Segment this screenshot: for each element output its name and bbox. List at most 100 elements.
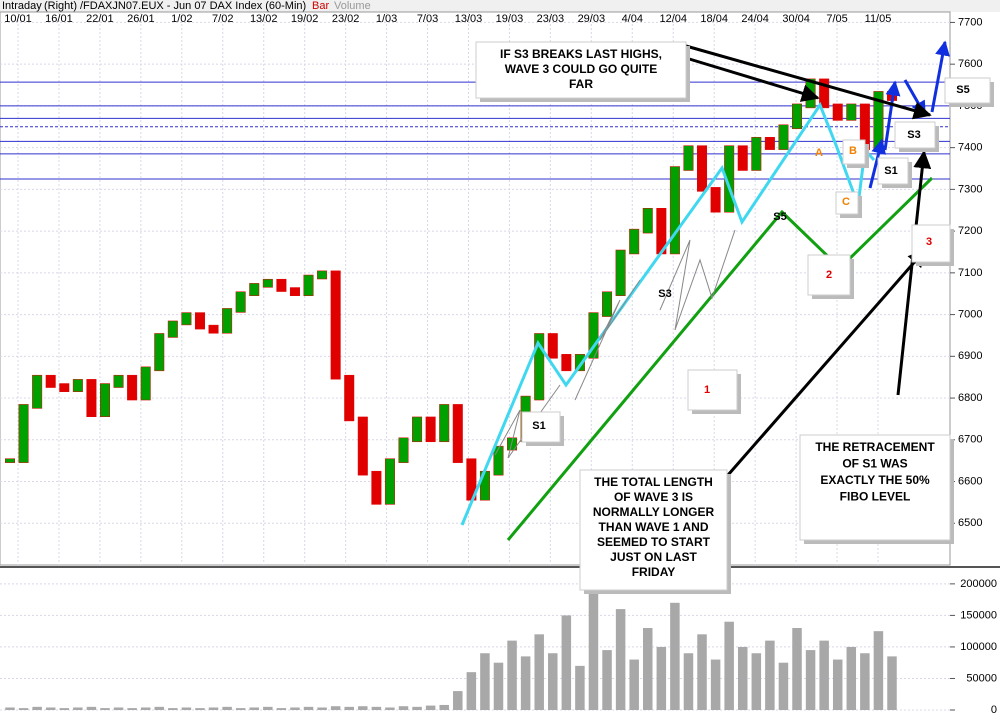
note-text: FAR [569, 77, 593, 91]
volume-bar [480, 653, 490, 710]
candle [18, 404, 29, 463]
projection-arrow [883, 80, 901, 151]
volume-bar [358, 706, 368, 710]
volume-bar [670, 602, 680, 710]
note-box [579, 469, 728, 591]
y-tick-label: 6500 [958, 517, 982, 529]
candle [208, 324, 219, 334]
x-tick-label: 13/03 [455, 13, 483, 25]
volume-bar [697, 634, 707, 710]
volume-bar [805, 650, 816, 710]
candle [384, 458, 395, 505]
candle [751, 137, 762, 171]
volume-bar [195, 708, 205, 710]
wave-label: S1 [884, 165, 897, 177]
volume-bar [588, 583, 599, 710]
x-tick-label: 12/04 [659, 13, 687, 25]
x-tick-label: 1/02 [171, 13, 192, 25]
candle [99, 383, 110, 418]
note-box [894, 121, 936, 149]
candle [493, 445, 504, 476]
x-tick-label: 7/02 [212, 13, 233, 25]
note-text: WAVE 3 COULD GO QUITE [505, 62, 657, 76]
candle [72, 379, 83, 392]
note-arrow [685, 56, 820, 102]
volume-bar [860, 653, 870, 710]
note-box [475, 41, 687, 99]
projection-arrow [930, 40, 950, 113]
y-tick-label: 0 [991, 704, 997, 716]
volume-bar [493, 662, 504, 710]
candle [724, 145, 735, 213]
x-tick-label: 11/05 [865, 13, 892, 25]
volume-bar [534, 634, 544, 710]
volume-bar [792, 628, 802, 710]
note-box [687, 369, 738, 411]
candle [669, 166, 680, 255]
candle [507, 437, 518, 451]
y-tick-label: 6700 [958, 434, 982, 446]
candle [167, 320, 178, 338]
y-tick-label: 7100 [958, 267, 982, 279]
x-tick-label: 7/03 [417, 13, 438, 25]
candle [86, 379, 97, 418]
wave-label: S3 [658, 288, 671, 300]
volume-bar [629, 659, 639, 710]
candle [262, 278, 273, 288]
y-tick-label: 50000 [966, 672, 997, 684]
note-arrow [896, 150, 932, 396]
candle [425, 416, 436, 443]
x-tick-label: 29/03 [578, 13, 606, 25]
note-text: SEEMED TO START [597, 535, 711, 549]
wave-label: 1 [704, 384, 710, 396]
y-tick-label: 200000 [960, 578, 997, 590]
side: (Right) [44, 0, 77, 12]
volume-bar [344, 706, 354, 710]
volume-bar [18, 708, 29, 710]
candle [59, 383, 70, 392]
volume-bar [168, 708, 178, 710]
candle [303, 274, 314, 296]
wave-line [460, 101, 876, 526]
y-tick-label: 6900 [958, 350, 982, 362]
volume-bar [398, 706, 409, 710]
candle [629, 228, 640, 255]
x-tick-label: 26/01 [127, 13, 155, 25]
mode: Intraday [2, 0, 42, 12]
note-box [835, 191, 859, 215]
y-tick-label: 7400 [958, 142, 982, 154]
projection-arrow [868, 138, 887, 189]
note-text: THE TOTAL LENGTH [594, 475, 713, 489]
candle [194, 312, 205, 330]
volume-bar [181, 707, 192, 710]
volume-bar [575, 665, 585, 710]
volume-bar [507, 640, 517, 710]
volume-bar [710, 659, 721, 710]
volume-bar [643, 628, 653, 710]
volume-bar [276, 708, 287, 710]
candle [642, 207, 653, 234]
price-frame [0, 11, 951, 566]
candle [276, 278, 287, 292]
note-text: OF S1 WAS [842, 457, 907, 471]
candle [439, 404, 450, 443]
volume-bar [656, 646, 667, 710]
candle [615, 249, 626, 296]
y-tick-label: 7600 [958, 58, 982, 70]
candle [127, 374, 138, 401]
x-tick-label: 24/04 [741, 13, 769, 25]
candle [330, 270, 341, 380]
channel-line [506, 176, 934, 541]
y-tick-label: 7300 [958, 183, 982, 195]
volume-bar [602, 650, 612, 710]
header-bar [0, 0, 1000, 12]
candle [344, 374, 355, 422]
wave-label: 2 [826, 269, 832, 281]
candle [832, 103, 843, 121]
bar-label: Bar [312, 0, 329, 12]
volume-bar [385, 707, 395, 710]
volume-bar [290, 707, 300, 710]
candle [289, 287, 300, 296]
